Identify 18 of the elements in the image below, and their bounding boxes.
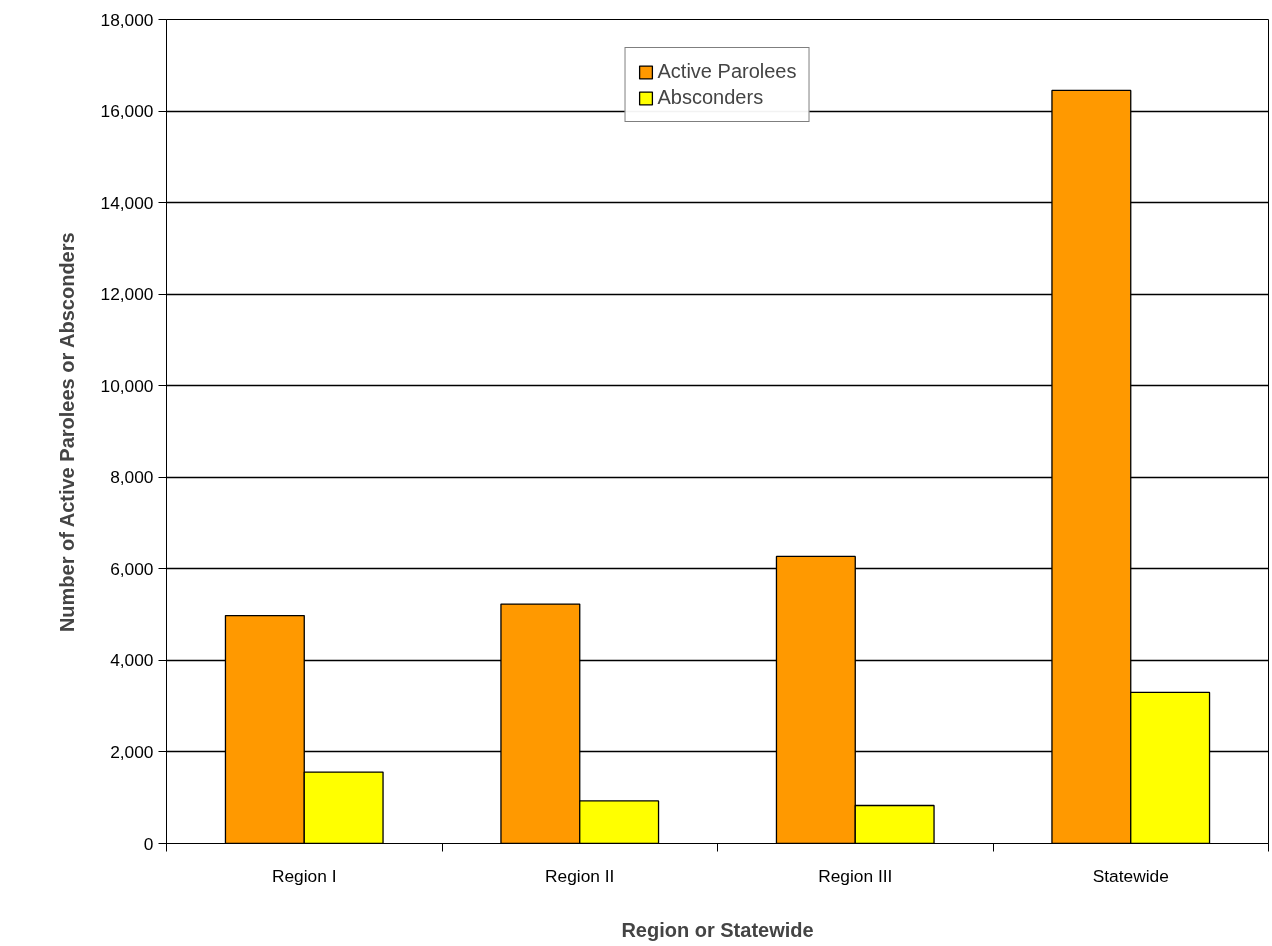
y-tick-label: 4,000 — [110, 650, 154, 671]
y-axis-title: Number of Active Parolees or Absconders — [55, 232, 78, 633]
legend-label: Active Parolees — [657, 60, 797, 83]
y-tick-label: 18,000 — [100, 9, 154, 30]
y-tick-label: 10,000 — [100, 375, 154, 396]
y-tick-label: 0 — [143, 833, 154, 854]
y-tick-label: 8,000 — [110, 467, 154, 488]
x-tick-label: Statewide — [1092, 865, 1169, 886]
y-tick-label: 14,000 — [100, 192, 154, 213]
y-tick-label: 12,000 — [100, 284, 154, 305]
x-tick-label: Region III — [818, 865, 893, 886]
y-tick-label: 2,000 — [110, 741, 154, 762]
y-tick-label: 16,000 — [100, 101, 154, 122]
x-tick-label: Region I — [271, 865, 337, 886]
legend-label: Absconders — [657, 86, 764, 109]
x-tick-label: Region II — [545, 865, 615, 886]
y-tick-label: 6,000 — [110, 558, 154, 579]
x-axis-title: Region or Statewide — [621, 918, 814, 941]
